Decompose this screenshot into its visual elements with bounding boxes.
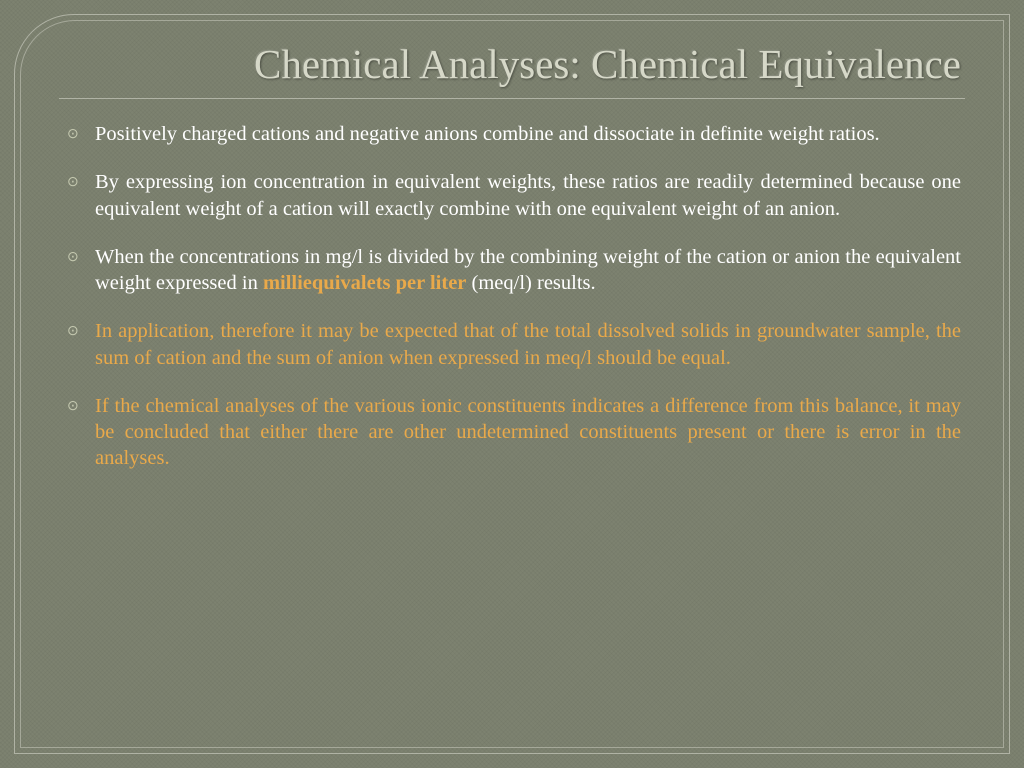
bullet-icon: ⊙ — [67, 244, 95, 296]
slide-body: ⊙ Positively charged cations and negativ… — [59, 121, 965, 471]
bullet-icon: ⊙ — [67, 121, 95, 147]
bullet-icon: ⊙ — [67, 393, 95, 472]
bullet-text: Positively charged cations and negative … — [95, 121, 961, 147]
inner-frame: Chemical Analyses: Chemical Equivalence … — [20, 20, 1004, 748]
bullet-icon: ⊙ — [67, 318, 95, 370]
bullet-highlight: milliequivalets per liter — [263, 272, 466, 294]
bullet-post: (meq/l) results. — [466, 272, 595, 294]
slide-title: Chemical Analyses: Chemical Equivalence — [59, 41, 965, 99]
bullet-icon: ⊙ — [67, 169, 95, 221]
bullet-text: In application, therefore it may be expe… — [95, 318, 961, 370]
bullet-item: ⊙ Positively charged cations and negativ… — [67, 121, 961, 147]
bullet-text: When the concentrations in mg/l is divid… — [95, 244, 961, 296]
bullet-item: ⊙ By expressing ion concentration in equ… — [67, 169, 961, 221]
bullet-text: If the chemical analyses of the various … — [95, 393, 961, 472]
bullet-item: ⊙ If the chemical analyses of the variou… — [67, 393, 961, 472]
bullet-text: By expressing ion concentration in equiv… — [95, 169, 961, 221]
bullet-item: ⊙ In application, therefore it may be ex… — [67, 318, 961, 370]
bullet-item: ⊙ When the concentrations in mg/l is div… — [67, 244, 961, 296]
